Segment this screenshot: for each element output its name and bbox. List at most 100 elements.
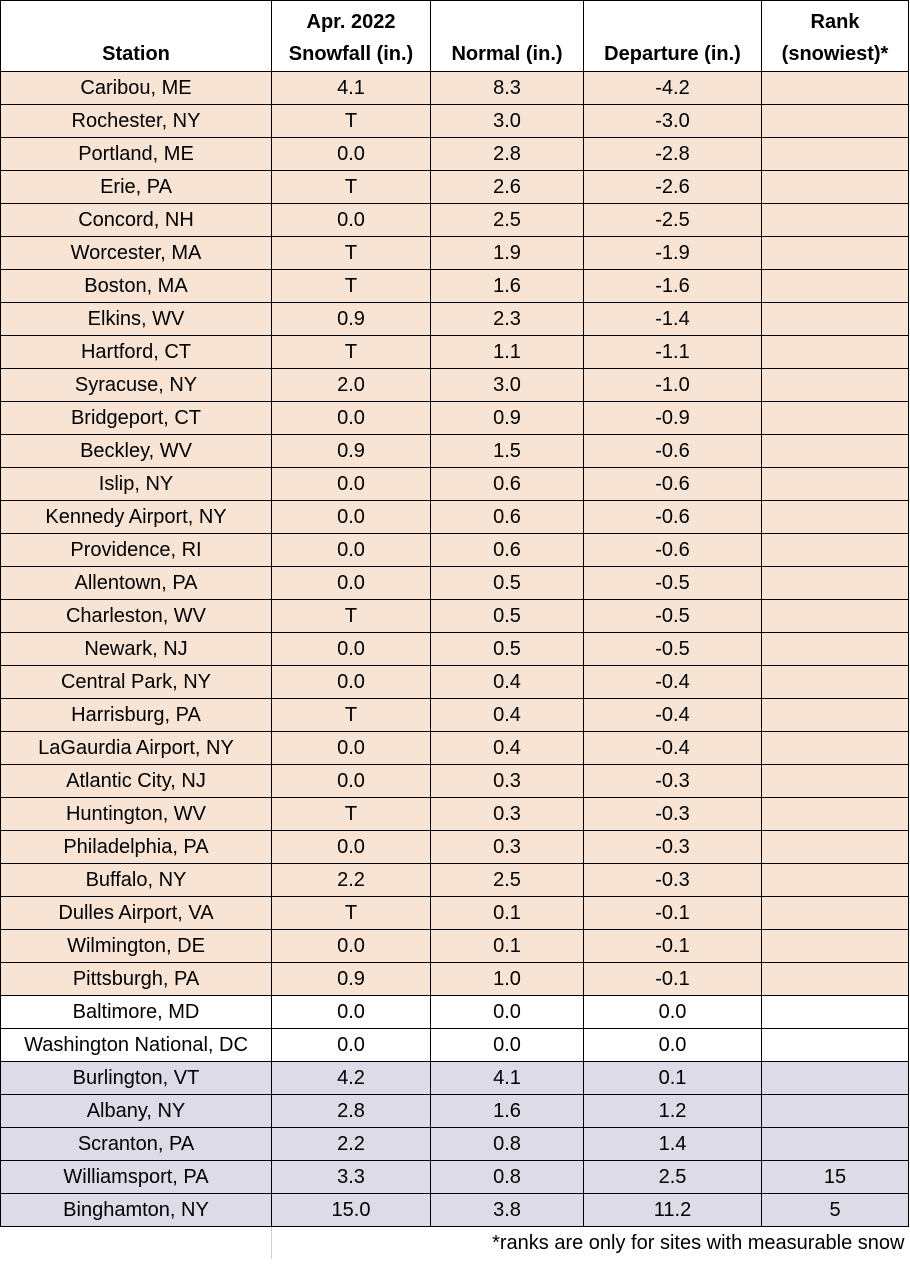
departure-cell: -0.3 bbox=[583, 797, 762, 831]
normal-cell: 0.5 bbox=[430, 566, 584, 600]
station-cell: Boston, MA bbox=[0, 269, 272, 303]
station-cell: Albany, NY bbox=[0, 1094, 272, 1128]
rank-cell bbox=[761, 71, 909, 105]
station-cell: LaGaurdia Airport, NY bbox=[0, 731, 272, 765]
station-cell: Philadelphia, PA bbox=[0, 830, 272, 864]
departure-cell: -0.4 bbox=[583, 698, 762, 732]
rank-cell: 5 bbox=[761, 1193, 909, 1227]
station-cell: Atlantic City, NJ bbox=[0, 764, 272, 798]
station-cell: Allentown, PA bbox=[0, 566, 272, 600]
snowfall-cell: 0.0 bbox=[271, 632, 431, 666]
snowfall-cell: 0.9 bbox=[271, 962, 431, 996]
rank-cell bbox=[761, 1028, 909, 1062]
departure-cell: 2.5 bbox=[583, 1160, 762, 1194]
snowfall-cell: 0.0 bbox=[271, 401, 431, 435]
snowfall-cell: 0.0 bbox=[271, 665, 431, 699]
departure-cell: -0.3 bbox=[583, 764, 762, 798]
station-cell: Worcester, MA bbox=[0, 236, 272, 270]
station-cell: Portland, ME bbox=[0, 137, 272, 171]
snowfall-cell: 0.0 bbox=[271, 764, 431, 798]
normal-cell: 1.0 bbox=[430, 962, 584, 996]
table-row: Charleston, WV T 0.5 -0.5 bbox=[0, 599, 909, 633]
station-cell: Dulles Airport, VA bbox=[0, 896, 272, 930]
departure-cell: -0.3 bbox=[583, 863, 762, 897]
table-row: Allentown, PA 0.0 0.5 -0.5 bbox=[0, 566, 909, 600]
departure-cell: -0.6 bbox=[583, 500, 762, 534]
departure-cell: -0.5 bbox=[583, 632, 762, 666]
station-cell: Scranton, PA bbox=[0, 1127, 272, 1161]
normal-cell: 1.5 bbox=[430, 434, 584, 468]
rank-cell bbox=[761, 929, 909, 963]
table-row: Harrisburg, PA T 0.4 -0.4 bbox=[0, 698, 909, 732]
rank-cell bbox=[761, 1094, 909, 1128]
station-cell: Williamsport, PA bbox=[0, 1160, 272, 1194]
normal-cell: 0.6 bbox=[430, 467, 584, 501]
rank-cell bbox=[761, 896, 909, 930]
normal-cell: 0.8 bbox=[430, 1160, 584, 1194]
snowfall-cell: 0.0 bbox=[271, 1028, 431, 1062]
snowfall-cell: 0.9 bbox=[271, 302, 431, 336]
departure-cell: -2.8 bbox=[583, 137, 762, 171]
normal-cell: 0.4 bbox=[430, 665, 584, 699]
normal-cell: 3.0 bbox=[430, 104, 584, 138]
normal-cell: 0.4 bbox=[430, 698, 584, 732]
snowfall-cell: 0.0 bbox=[271, 995, 431, 1029]
rank-cell bbox=[761, 203, 909, 237]
station-cell: Washington National, DC bbox=[0, 1028, 272, 1062]
normal-cell: 0.6 bbox=[430, 533, 584, 567]
rank-cell bbox=[761, 170, 909, 204]
snowfall-cell: T bbox=[271, 896, 431, 930]
departure-cell: -0.5 bbox=[583, 599, 762, 633]
table-row: Dulles Airport, VA T 0.1 -0.1 bbox=[0, 896, 909, 930]
snowfall-cell: 15.0 bbox=[271, 1193, 431, 1227]
departure-cell: -0.4 bbox=[583, 731, 762, 765]
normal-cell: 0.8 bbox=[430, 1127, 584, 1161]
departure-cell: -0.5 bbox=[583, 566, 762, 600]
station-cell: Providence, RI bbox=[0, 533, 272, 567]
table-row: Newark, NJ 0.0 0.5 -0.5 bbox=[0, 632, 909, 666]
snowfall-header: Apr. 2022 Snowfall (in.) bbox=[271, 0, 431, 72]
snowfall-cell: 0.9 bbox=[271, 434, 431, 468]
table-row: Wilmington, DE 0.0 0.1 -0.1 bbox=[0, 929, 909, 963]
rank-cell bbox=[761, 863, 909, 897]
table-row: Hartford, CT T 1.1 -1.1 bbox=[0, 335, 909, 369]
table-row: Kennedy Airport, NY 0.0 0.6 -0.6 bbox=[0, 500, 909, 534]
snowfall-cell: 2.0 bbox=[271, 368, 431, 402]
normal-cell: 2.8 bbox=[430, 137, 584, 171]
station-cell: Pittsburgh, PA bbox=[0, 962, 272, 996]
station-cell: Islip, NY bbox=[0, 467, 272, 501]
departure-cell: -0.3 bbox=[583, 830, 762, 864]
rank-cell bbox=[761, 830, 909, 864]
table-row: Binghamton, NY 15.0 3.8 11.2 5 bbox=[0, 1193, 909, 1227]
table-body: Caribou, ME 4.1 8.3 -4.2 Rochester, NY T 3.0 -3… bbox=[0, 71, 909, 1227]
departure-cell: -1.4 bbox=[583, 302, 762, 336]
table-row: Bridgeport, CT 0.0 0.9 -0.9 bbox=[0, 401, 909, 435]
normal-cell: 0.1 bbox=[430, 896, 584, 930]
rank-cell: 15 bbox=[761, 1160, 909, 1194]
station-cell: Charleston, WV bbox=[0, 599, 272, 633]
snowfall-cell: T bbox=[271, 335, 431, 369]
table-row: LaGaurdia Airport, NY 0.0 0.4 -0.4 bbox=[0, 731, 909, 765]
normal-cell: 8.3 bbox=[430, 71, 584, 105]
departure-cell: 0.0 bbox=[583, 995, 762, 1029]
rank-cell bbox=[761, 698, 909, 732]
rank-cell bbox=[761, 764, 909, 798]
departure-cell: -0.1 bbox=[583, 896, 762, 930]
departure-cell: -3.0 bbox=[583, 104, 762, 138]
departure-cell: -1.6 bbox=[583, 269, 762, 303]
normal-cell: 0.5 bbox=[430, 632, 584, 666]
normal-cell: 3.0 bbox=[430, 368, 584, 402]
table-row: Elkins, WV 0.9 2.3 -1.4 bbox=[0, 302, 909, 336]
snowfall-cell: 0.0 bbox=[271, 137, 431, 171]
header-row: Station Apr. 2022 Snowfall (in.) Normal (… bbox=[0, 0, 909, 72]
departure-cell: -0.1 bbox=[583, 962, 762, 996]
table-row: Caribou, ME 4.1 8.3 -4.2 bbox=[0, 71, 909, 105]
station-cell: Baltimore, MD bbox=[0, 995, 272, 1029]
departure-cell: -0.9 bbox=[583, 401, 762, 435]
departure-cell: 0.1 bbox=[583, 1061, 762, 1095]
station-cell: Bridgeport, CT bbox=[0, 401, 272, 435]
rank-cell bbox=[761, 434, 909, 468]
table-row: Pittsburgh, PA 0.9 1.0 -0.1 bbox=[0, 962, 909, 996]
departure-cell: -0.6 bbox=[583, 434, 762, 468]
snowfall-cell: 0.0 bbox=[271, 203, 431, 237]
